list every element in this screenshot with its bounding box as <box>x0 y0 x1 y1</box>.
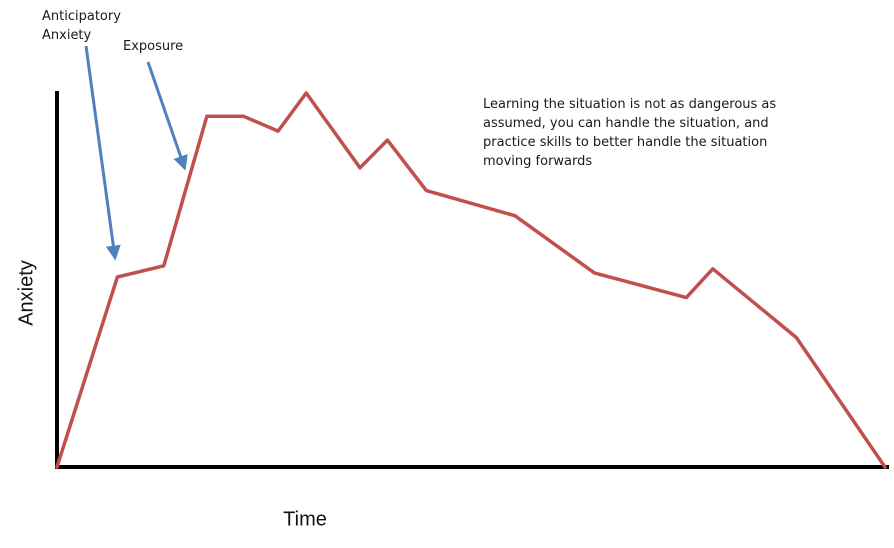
y-axis-label: Anxiety <box>15 260 38 326</box>
annotation-learning-note: Learning the situation is not as dangero… <box>483 97 777 169</box>
series-line-0 <box>55 91 887 469</box>
annotation-anticipatory-anxiety: Anticipatory Anxiety <box>42 9 121 43</box>
x-axis-label: Time <box>283 508 327 531</box>
annotation-exposure: Exposure <box>123 39 184 54</box>
annotation-arrow-1 <box>146 61 188 171</box>
annotation-arrow-0 <box>84 45 121 261</box>
